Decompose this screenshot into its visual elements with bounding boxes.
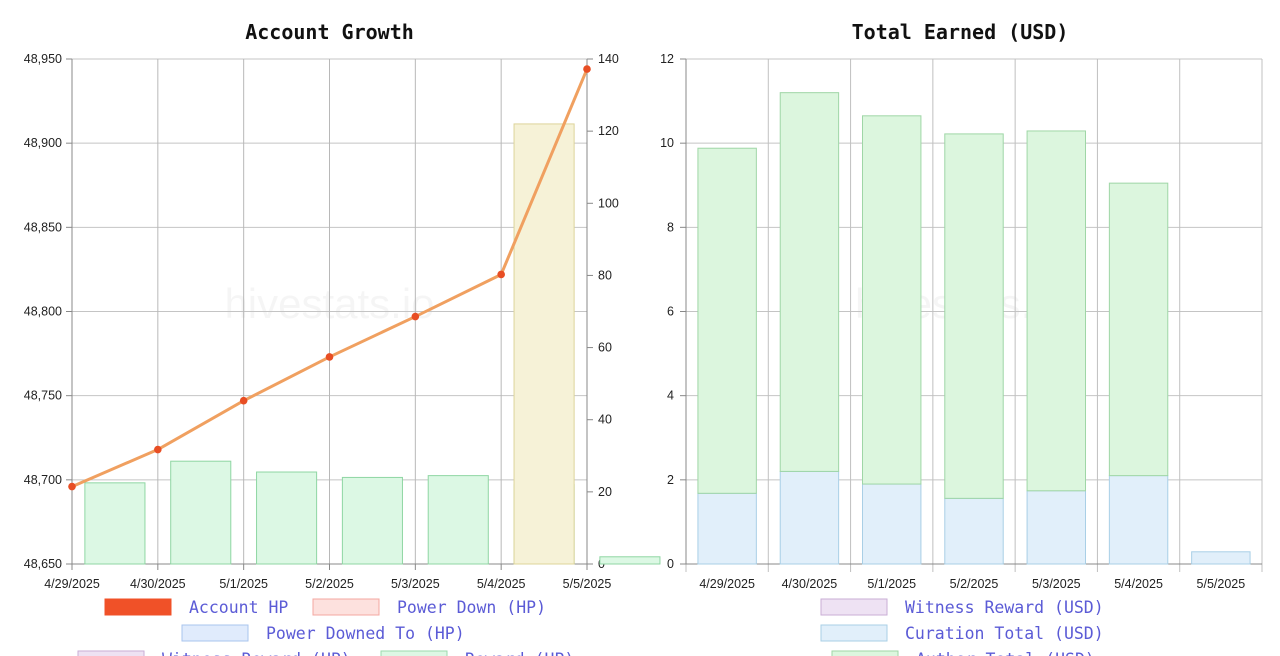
x-tick-label: 4/29/2025 [44,577,100,591]
y-tick-label: 10 [660,136,674,150]
point-account-hp-1 [154,445,162,454]
point-account-hp-5 [497,270,505,279]
bar-curation-total-usd--1 [779,470,840,565]
x-tick-label: 5/3/2025 [391,577,440,591]
y-tick-label: 0 [667,557,674,571]
point-account-hp-0 [68,482,76,491]
legend-swatch-3 [77,650,145,656]
x-tick-label: 4/29/2025 [699,577,755,591]
legend-label-0: Account HP [189,598,288,617]
bar-author-total-usd--4 [1026,130,1086,492]
x-tick-label: 5/4/2025 [477,577,526,591]
point-account-hp-6 [583,65,591,73]
bar-curation-total-usd--5 [1108,475,1169,565]
x-tick-label: 5/1/2025 [219,577,268,591]
y-tick-label-right: 20 [598,485,612,499]
total-earned-chart: Total Earned (USD)hivestats.io0246810124… [660,20,1263,656]
y-tick-label-right: 80 [598,268,612,282]
x-tick-label: 4/30/2025 [130,577,186,591]
legend-swatch-0 [104,598,172,616]
y-tick-label: 4 [667,389,674,403]
y-tick-label: 2 [667,473,674,487]
x-tick-label: 5/3/2025 [1032,577,1081,591]
legend-swatch-1 [312,598,380,616]
legend-swatch-2 [181,624,249,642]
y-tick-label-right: 60 [598,341,612,355]
y-tick-label-right: 40 [598,413,612,427]
bar-curation-total-usd--3 [944,497,1004,565]
legend-swatch-4 [380,650,448,656]
legend-label-3: Witness Reward (HP) [162,650,351,656]
legend-label-1: Power Down (HP) [397,598,546,617]
y-tick-label-left: 48,650 [24,557,62,571]
point-account-hp-4 [411,312,420,321]
y-tick-label-left: 48,700 [24,473,62,487]
chart-title: Account Growth [245,20,414,44]
y-tick-label-left: 48,750 [24,389,62,403]
bar-highlight-5 [513,123,575,565]
legend-label-4: Reward (HP) [465,650,574,656]
x-tick-label: 5/1/2025 [867,577,916,591]
bar-author-total-usd--0 [697,147,757,494]
bar-reward-hp--0 [84,482,146,565]
x-tick-label: 4/30/2025 [782,577,838,591]
bar-author-total-usd--5 [1108,182,1169,477]
y-tick-label: 6 [667,305,674,319]
x-tick-label: 5/2/2025 [305,577,354,591]
y-tick-label-left: 48,800 [24,305,62,319]
legend-label-2: Author Total (USD) [916,650,1095,656]
bar-reward-hp--4 [427,475,489,565]
legend-label-2: Power Downed To (HP) [266,624,465,643]
y-tick-label: 8 [667,220,674,234]
x-tick-label: 5/2/2025 [950,577,999,591]
y-tick-label-right: 140 [598,52,619,66]
bar-author-total-usd--3 [944,133,1004,499]
y-tick-label: 12 [660,52,674,66]
bar-reward-hp--6 [599,556,661,565]
bar-curation-total-usd--4 [1026,490,1086,565]
point-account-hp-3 [325,353,334,361]
account-growth-chart: Account Growthhivestats.io48,65048,70048… [24,20,661,656]
point-account-hp-2 [239,396,248,405]
legend-swatch-1 [820,624,888,642]
bar-reward-hp--2 [256,471,318,565]
legend-swatch-0 [820,598,888,616]
y-tick-label-left: 48,900 [24,136,62,150]
bar-reward-hp--3 [341,476,403,565]
bar-curation-total-usd--2 [862,483,922,565]
y-tick-label-left: 48,850 [24,220,62,234]
y-tick-label-right: 100 [598,196,619,210]
y-tick-label-right: 120 [598,124,619,138]
legend-label-1: Curation Total (USD) [905,624,1104,643]
bar-curation-total-usd--0 [697,492,757,565]
bar-author-total-usd--2 [862,115,922,485]
x-tick-label: 5/5/2025 [1197,577,1246,591]
x-tick-label: 5/5/2025 [563,577,612,591]
bar-author-total-usd--1 [779,92,840,472]
chart-title: Total Earned (USD) [852,20,1069,44]
y-tick-label-left: 48,950 [24,52,62,66]
bar-reward-hp--1 [170,460,232,565]
x-tick-label: 5/4/2025 [1114,577,1163,591]
legend-swatch-2 [831,650,899,656]
legend-label-0: Witness Reward (USD) [905,598,1104,617]
bar-curation-total-usd--6 [1191,551,1251,565]
